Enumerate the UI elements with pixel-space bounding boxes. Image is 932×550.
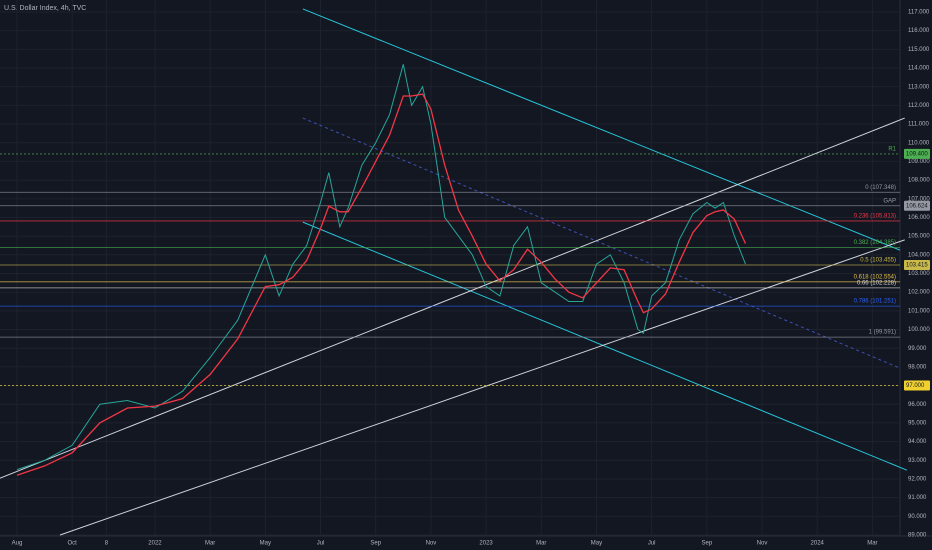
y-tick-label: 106.000 [908,215,930,221]
x-tick-label: Sep [701,541,712,547]
x-tick-label: Mar [867,541,877,547]
y-tick-label: 90.000 [908,514,927,520]
y-tick-label: 111.000 [908,122,929,128]
chart-title: U.S. Dollar Index, 4h, TVC [4,5,86,12]
level-label: 0.382 (104.385) [854,240,896,246]
x-tick-label: Mar [536,541,546,547]
y-tick-label: 91.000 [908,495,927,501]
y-tick-label: 114.000 [908,66,930,72]
y-tick-label: 107.000 [908,196,930,202]
x-tick-label: Aug [12,541,23,547]
price-badge [904,259,930,270]
y-tick-label: 113.000 [908,84,930,90]
x-tick-label: May [260,541,271,547]
trend-line [0,117,905,479]
y-tick-label: 92.000 [908,477,927,483]
y-tick-label: 96.000 [908,402,927,408]
price-badge [904,148,930,159]
x-tick-label: Nov [426,541,437,547]
price-badge-label: 103.415 [906,263,928,269]
price-line [16,93,747,476]
level-label: GAP [883,198,896,204]
x-tick-label: May [591,541,602,547]
x-tick-label: Nov [757,541,768,547]
y-tick-label: 115.000 [908,47,930,53]
y-tick-label: 99.000 [908,346,927,352]
y-tick-label: 100.000 [908,327,930,333]
price-badge-label: 109.400 [906,152,928,158]
y-tick-label: 94.000 [908,439,927,445]
y-tick-label: 117.000 [908,10,930,16]
price-badge-label: 97.000 [906,383,925,389]
y-tick-label: 110.000 [908,140,930,146]
price-line [16,64,746,471]
level-label: 0.618 (102.554) [854,274,896,280]
price-badge-label: 106.624 [906,203,928,209]
y-tick-label: 109.000 [908,159,930,165]
y-tick-label: 104.000 [908,252,930,258]
x-tick-label: Mar [205,541,215,547]
price-badge [904,380,930,391]
y-tick-label: 102.000 [908,290,930,296]
level-label: 1 (99.591) [869,330,896,336]
trend-line [59,239,905,536]
x-tick-label: 2024 [811,541,825,547]
level-label: 0.5 (103.455) [860,258,896,264]
x-tick-label: Jul [648,541,656,547]
level-label: 0 (107.348) [865,185,896,191]
level-label: 0.236 (105.813) [854,214,896,220]
x-tick-label: 2023 [479,541,493,547]
y-tick-label: 98.000 [908,364,927,370]
x-tick-label: Oct [68,541,78,547]
y-tick-label: 108.000 [908,178,930,184]
y-tick-label: 103.000 [908,271,930,277]
y-tick-label: 93.000 [908,458,927,464]
level-label: R1 [888,147,896,153]
x-tick-label: 2022 [148,541,162,547]
y-tick-label: 95.000 [908,420,927,426]
x-tick-label: Sep [370,541,381,547]
level-label: 0.66 (102.228) [857,280,896,286]
price-badge [904,200,930,211]
y-tick-label: 101.000 [908,308,930,314]
x-tick-label: Jul [317,541,325,547]
y-tick-label: 116.000 [908,28,930,34]
x-tick-label: 8 [105,541,109,547]
y-tick-label: 112.000 [908,103,930,109]
y-tick-label: 105.000 [908,234,930,240]
level-label: 0.786 (101.251) [854,299,896,305]
y-tick-label: 89.000 [908,533,927,539]
trend-line [302,8,901,251]
trend-line [302,221,908,471]
